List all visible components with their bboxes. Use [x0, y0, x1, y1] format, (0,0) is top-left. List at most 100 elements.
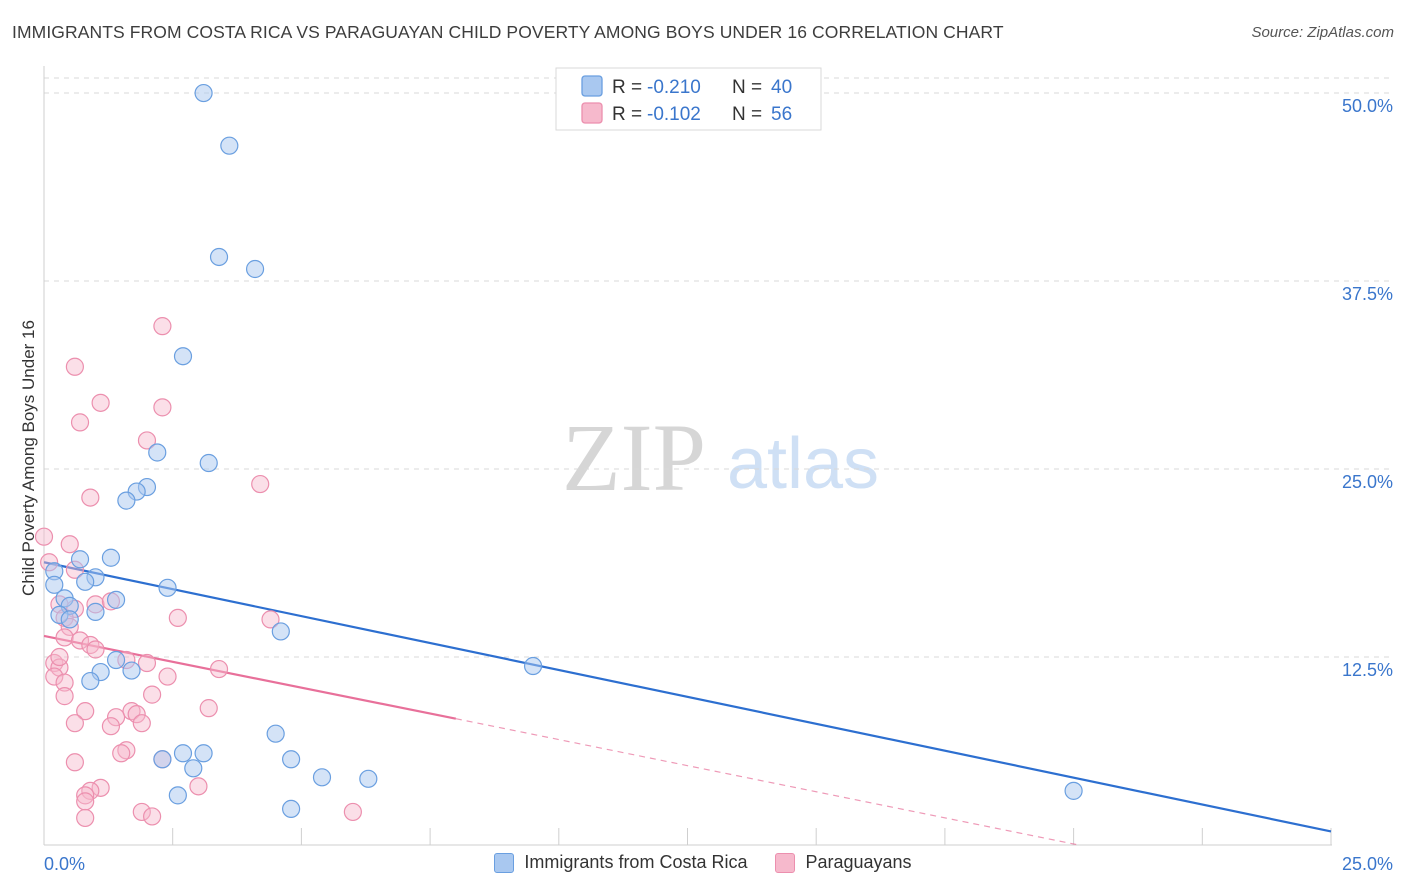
point-paraguayans [143, 685, 162, 704]
point-paraguayans [122, 702, 141, 721]
legend-n-label-blue: N = [732, 77, 762, 98]
point-paraguayans [112, 744, 131, 763]
point-paraguayans [158, 667, 177, 686]
point-paraguayans [117, 741, 136, 760]
point-paraguayans [45, 667, 64, 686]
y-tick-label: 50.0% [1342, 96, 1393, 116]
point-paraguayans [199, 699, 218, 718]
point-costa-rica [523, 656, 543, 676]
point-costa-rica [173, 347, 193, 366]
data-points [34, 83, 1083, 828]
point-costa-rica [359, 769, 378, 788]
point-paraguayans [76, 702, 95, 721]
point-costa-rica [86, 602, 105, 621]
point-costa-rica [1064, 781, 1083, 800]
legend-swatch-paraguayans [775, 852, 796, 873]
point-paraguayans [251, 474, 270, 494]
y-tick-label: 37.5% [1342, 284, 1393, 304]
legend-swatch-costa-rica [494, 852, 515, 873]
x-tick-label: 0.0% [44, 854, 85, 874]
point-paraguayans [55, 687, 74, 706]
point-paraguayans [209, 659, 229, 679]
point-paraguayans [137, 653, 157, 673]
point-paraguayans [153, 398, 172, 417]
x-tick-label: 25.0% [1342, 854, 1393, 874]
point-costa-rica [312, 768, 332, 787]
y-tick-labels: 12.5% 25.0% 37.5% 50.0% [1342, 96, 1393, 680]
point-costa-rica [148, 443, 167, 462]
gridlines [44, 77, 1392, 658]
point-costa-rica [282, 750, 301, 769]
point-costa-rica [199, 453, 218, 473]
point-costa-rica [106, 590, 126, 609]
point-paraguayans [132, 714, 151, 733]
y-axis-label: Child Poverty Among Boys Under 16 [19, 320, 38, 596]
point-paraguayans [137, 431, 157, 450]
trend-line-costa-rica [43, 561, 1332, 833]
point-costa-rica [76, 572, 95, 591]
legend-item-paraguayans[interactable]: Paraguayans [775, 852, 912, 873]
point-paraguayans [91, 778, 110, 797]
point-costa-rica [194, 83, 213, 103]
point-paraguayans [70, 413, 90, 432]
point-paraguayans [60, 535, 79, 554]
point-paraguayans [101, 717, 121, 736]
watermark-atlas: atlas [727, 424, 879, 504]
point-costa-rica [282, 799, 301, 819]
point-costa-rica [184, 759, 203, 778]
point-costa-rica [220, 136, 239, 155]
legend-item-costa-rica[interactable]: Immigrants from Costa Rica [494, 852, 747, 873]
point-costa-rica [194, 744, 213, 763]
point-costa-rica [70, 550, 90, 569]
point-paraguayans [76, 786, 95, 805]
point-paraguayans [168, 608, 187, 628]
legend-r-label-pink: R = [612, 104, 642, 125]
point-paraguayans [189, 777, 208, 796]
point-paraguayans [91, 393, 110, 412]
legend-n-value-pink: 56 [771, 104, 792, 125]
legend-label-costa-rica: Immigrants from Costa Rica [524, 852, 748, 872]
point-paraguayans [50, 647, 69, 667]
point-paraguayans [76, 792, 95, 811]
point-paraguayans [65, 357, 84, 376]
source-label: Source: ZipAtlas.com [1251, 24, 1394, 41]
legend-r-label-blue: R = [612, 77, 642, 98]
x-tick-labels: 0.0% 25.0% [44, 854, 1393, 874]
point-paraguayans [143, 807, 162, 826]
point-costa-rica [173, 744, 193, 763]
y-tick-label: 25.0% [1342, 472, 1393, 492]
y-tick-label: 12.5% [1342, 660, 1393, 680]
point-paraguayans [81, 488, 100, 507]
point-paraguayans [65, 714, 84, 733]
legend-swatch-blue [581, 75, 603, 97]
legend-n-value-blue: 40 [771, 77, 792, 98]
trend-extension-paraguayans [455, 718, 1079, 846]
watermark-zip: ZIP [562, 404, 706, 511]
legend-r-value-blue: -0.210 [647, 77, 701, 98]
point-paraguayans [261, 610, 280, 629]
axes [43, 66, 1332, 846]
point-costa-rica [245, 259, 265, 279]
point-costa-rica [60, 610, 79, 629]
point-costa-rica [168, 786, 187, 805]
point-costa-rica [271, 622, 290, 641]
point-paraguayans [106, 708, 126, 727]
point-paraguayans [55, 673, 74, 692]
legend-swatch-pink [581, 102, 603, 124]
point-paraguayans [132, 802, 151, 822]
point-costa-rica [158, 578, 177, 597]
trend-lines [43, 561, 1332, 846]
point-costa-rica [101, 548, 121, 567]
chart-title: IMMIGRANTS FROM COSTA RICA VS PARAGUAYAN… [12, 22, 1004, 42]
point-paraguayans [343, 802, 362, 822]
point-paraguayans [70, 631, 90, 650]
series-legend: Immigrants from Costa Rica Paraguayans [0, 852, 1406, 873]
point-paraguayans [34, 527, 54, 546]
watermark: ZIP atlas [562, 404, 879, 511]
point-paraguayans [153, 317, 172, 336]
point-costa-rica [117, 491, 136, 510]
point-paraguayans [86, 640, 105, 659]
point-paraguayans [127, 705, 146, 724]
legend-n-label-pink: N = [732, 104, 762, 125]
